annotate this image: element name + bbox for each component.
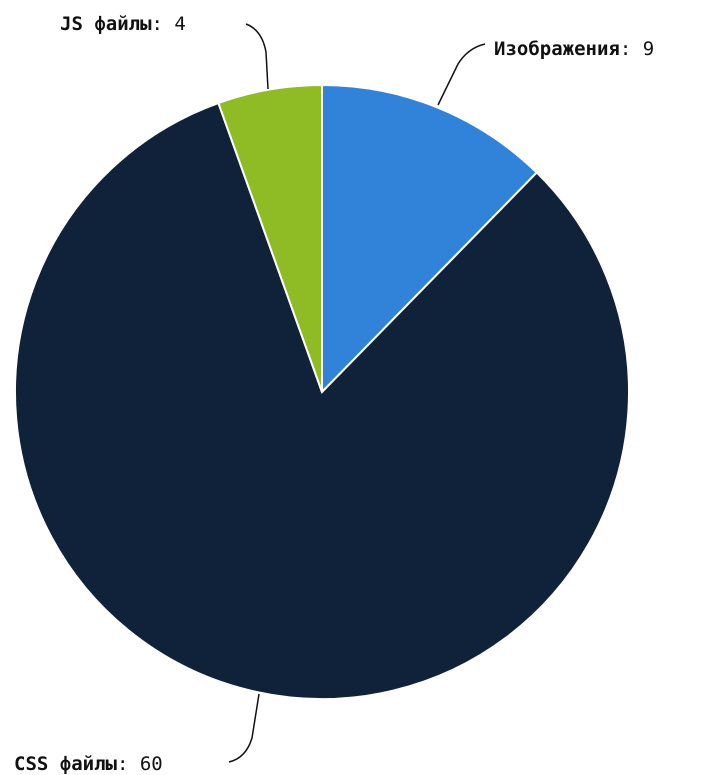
- slice-label-separator: :: [117, 753, 140, 775]
- slice-label-name: CSS файлы: [14, 753, 118, 775]
- leader-line-2: [228, 693, 260, 763]
- pie-slice-3: [217, 83, 323, 393]
- leader-line-1: [437, 43, 486, 106]
- slice-label-separator: :: [152, 13, 175, 35]
- slice-label-name: Изображения: [494, 38, 620, 60]
- slice-label-value: 4: [174, 13, 185, 35]
- pie-slices: [14, 83, 630, 700]
- slice-label-1: Изображения: 9: [494, 38, 654, 60]
- leader-line-3: [245, 23, 269, 90]
- slice-labels: Изображения: 9 CSS файлы: 60 JS файлы: 4: [14, 13, 654, 775]
- slice-label-2: CSS файлы: 60: [14, 753, 163, 775]
- slice-label-name: JS файлы: [60, 13, 152, 35]
- slice-label-3: JS файлы: 4: [60, 13, 186, 35]
- slice-label-value: 9: [643, 38, 654, 60]
- slice-label-separator: :: [620, 38, 643, 60]
- pie-slice-2: [14, 101, 630, 700]
- pie-slice-1: [321, 83, 539, 395]
- leader-lines: [228, 23, 486, 763]
- slice-label-value: 60: [140, 753, 163, 775]
